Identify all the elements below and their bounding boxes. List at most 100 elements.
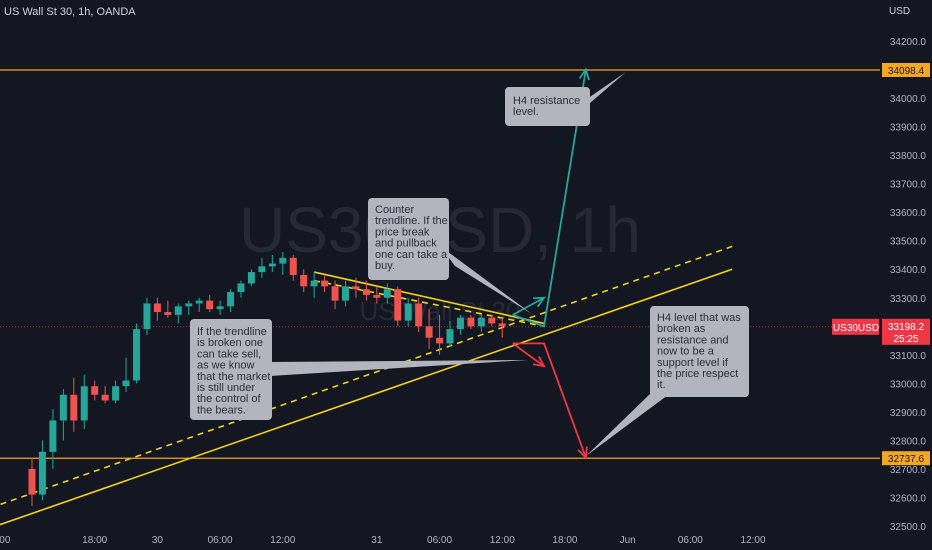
y-tick-label: 33000.0	[890, 379, 927, 390]
candle-body	[164, 312, 172, 315]
candle[interactable]	[101, 386, 109, 404]
trendline-break-pointer	[270, 360, 528, 376]
callout-line: H4 level that was	[657, 312, 741, 324]
candle[interactable]	[49, 409, 57, 469]
candle[interactable]	[153, 297, 161, 321]
candle[interactable]	[174, 303, 182, 324]
y-tick-label: 33600.0	[890, 208, 927, 219]
candle[interactable]	[342, 280, 349, 307]
candle-body	[247, 272, 255, 284]
candle[interactable]	[373, 286, 381, 304]
candle[interactable]	[122, 357, 130, 392]
candle[interactable]	[310, 272, 318, 298]
candle[interactable]	[362, 280, 370, 301]
candle[interactable]	[268, 254, 276, 273]
candle-body	[456, 317, 464, 330]
current-price-label: 33198.2	[888, 322, 925, 333]
x-tick-label: 12:00	[741, 535, 766, 546]
candle[interactable]	[321, 274, 329, 293]
candle[interactable]	[59, 389, 67, 441]
candle[interactable]	[143, 297, 151, 335]
candle[interactable]	[237, 280, 245, 298]
candle[interactable]	[289, 254, 297, 281]
candle[interactable]	[206, 294, 214, 313]
counter-trendline[interactable]	[313, 271, 545, 325]
time-scale-background[interactable]	[0, 530, 880, 550]
callout-line: and pullback	[375, 238, 437, 250]
candle[interactable]	[247, 269, 255, 287]
candle-body	[352, 286, 360, 290]
candle[interactable]	[185, 300, 193, 315]
y-tick-label: 33800.0	[890, 151, 927, 162]
candle-body	[101, 394, 109, 401]
small-down-arrow-head	[533, 356, 546, 368]
candle-body	[331, 286, 339, 301]
callout-line: level.	[513, 106, 539, 118]
candle-body	[49, 420, 57, 452]
candle[interactable]	[28, 457, 36, 507]
candle[interactable]	[446, 320, 454, 347]
candle[interactable]	[91, 380, 99, 401]
x-tick-label: 06:00	[678, 535, 703, 546]
y-tick-label: 32700.0	[890, 465, 927, 476]
candle[interactable]	[498, 317, 506, 338]
candle[interactable]	[164, 300, 172, 318]
y-tick-label: 32800.0	[890, 436, 927, 447]
candle[interactable]	[195, 297, 203, 313]
candle[interactable]	[80, 374, 88, 429]
candle[interactable]	[227, 289, 235, 313]
candle[interactable]	[331, 280, 339, 310]
x-tick-label: 06:00	[208, 535, 233, 546]
candle[interactable]	[456, 314, 464, 335]
x-tick-label: 12:00	[270, 535, 295, 546]
currency-label: USD	[889, 6, 910, 17]
candle[interactable]	[258, 257, 266, 278]
candle[interactable]	[415, 297, 423, 332]
candle-body	[195, 300, 203, 304]
x-tick-label: 31	[371, 535, 383, 546]
candle-body	[488, 317, 496, 324]
support-level-label: 32737.6	[888, 454, 925, 465]
candle-body	[362, 289, 370, 295]
candle[interactable]	[112, 380, 120, 404]
solid-trendline[interactable]	[0, 268, 733, 531]
candle[interactable]	[425, 309, 433, 350]
x-tick-label: 06:00	[427, 535, 452, 546]
candle[interactable]	[467, 314, 475, 330]
candle-body	[373, 294, 381, 298]
candle[interactable]	[352, 277, 360, 298]
candle[interactable]	[279, 252, 287, 275]
candle[interactable]	[488, 314, 496, 327]
candle[interactable]	[394, 286, 402, 327]
candle[interactable]	[477, 314, 485, 332]
y-tick-label: 32900.0	[890, 408, 927, 419]
bear-path-down[interactable]	[512, 342, 587, 458]
bull-path-up[interactable]	[512, 69, 587, 328]
counter-trendline-pointer	[440, 246, 532, 314]
small-down-arrow[interactable]	[512, 342, 545, 367]
candle-body	[477, 317, 485, 327]
candle-body	[237, 283, 245, 293]
candle[interactable]	[404, 297, 412, 327]
candle[interactable]	[38, 440, 46, 501]
candle[interactable]	[133, 323, 140, 384]
candle-body	[185, 303, 193, 307]
candle[interactable]	[436, 314, 444, 355]
candle[interactable]	[383, 283, 391, 304]
candle-body	[404, 303, 412, 321]
candle[interactable]	[216, 300, 224, 315]
candle-body	[310, 280, 318, 287]
dashed-trendline[interactable]	[0, 245, 733, 511]
callout-line: one can take a	[375, 249, 448, 261]
candle-body	[133, 329, 140, 381]
candle-body	[216, 306, 224, 310]
callout-line: H4 resistance	[513, 95, 580, 107]
candle[interactable]	[70, 377, 78, 432]
small-up-arrow[interactable]	[512, 296, 545, 316]
y-tick-label: 33400.0	[890, 265, 927, 276]
y-tick-label: 34000.0	[890, 94, 927, 105]
candle[interactable]	[300, 269, 308, 293]
callout-line: broken as	[657, 323, 706, 335]
